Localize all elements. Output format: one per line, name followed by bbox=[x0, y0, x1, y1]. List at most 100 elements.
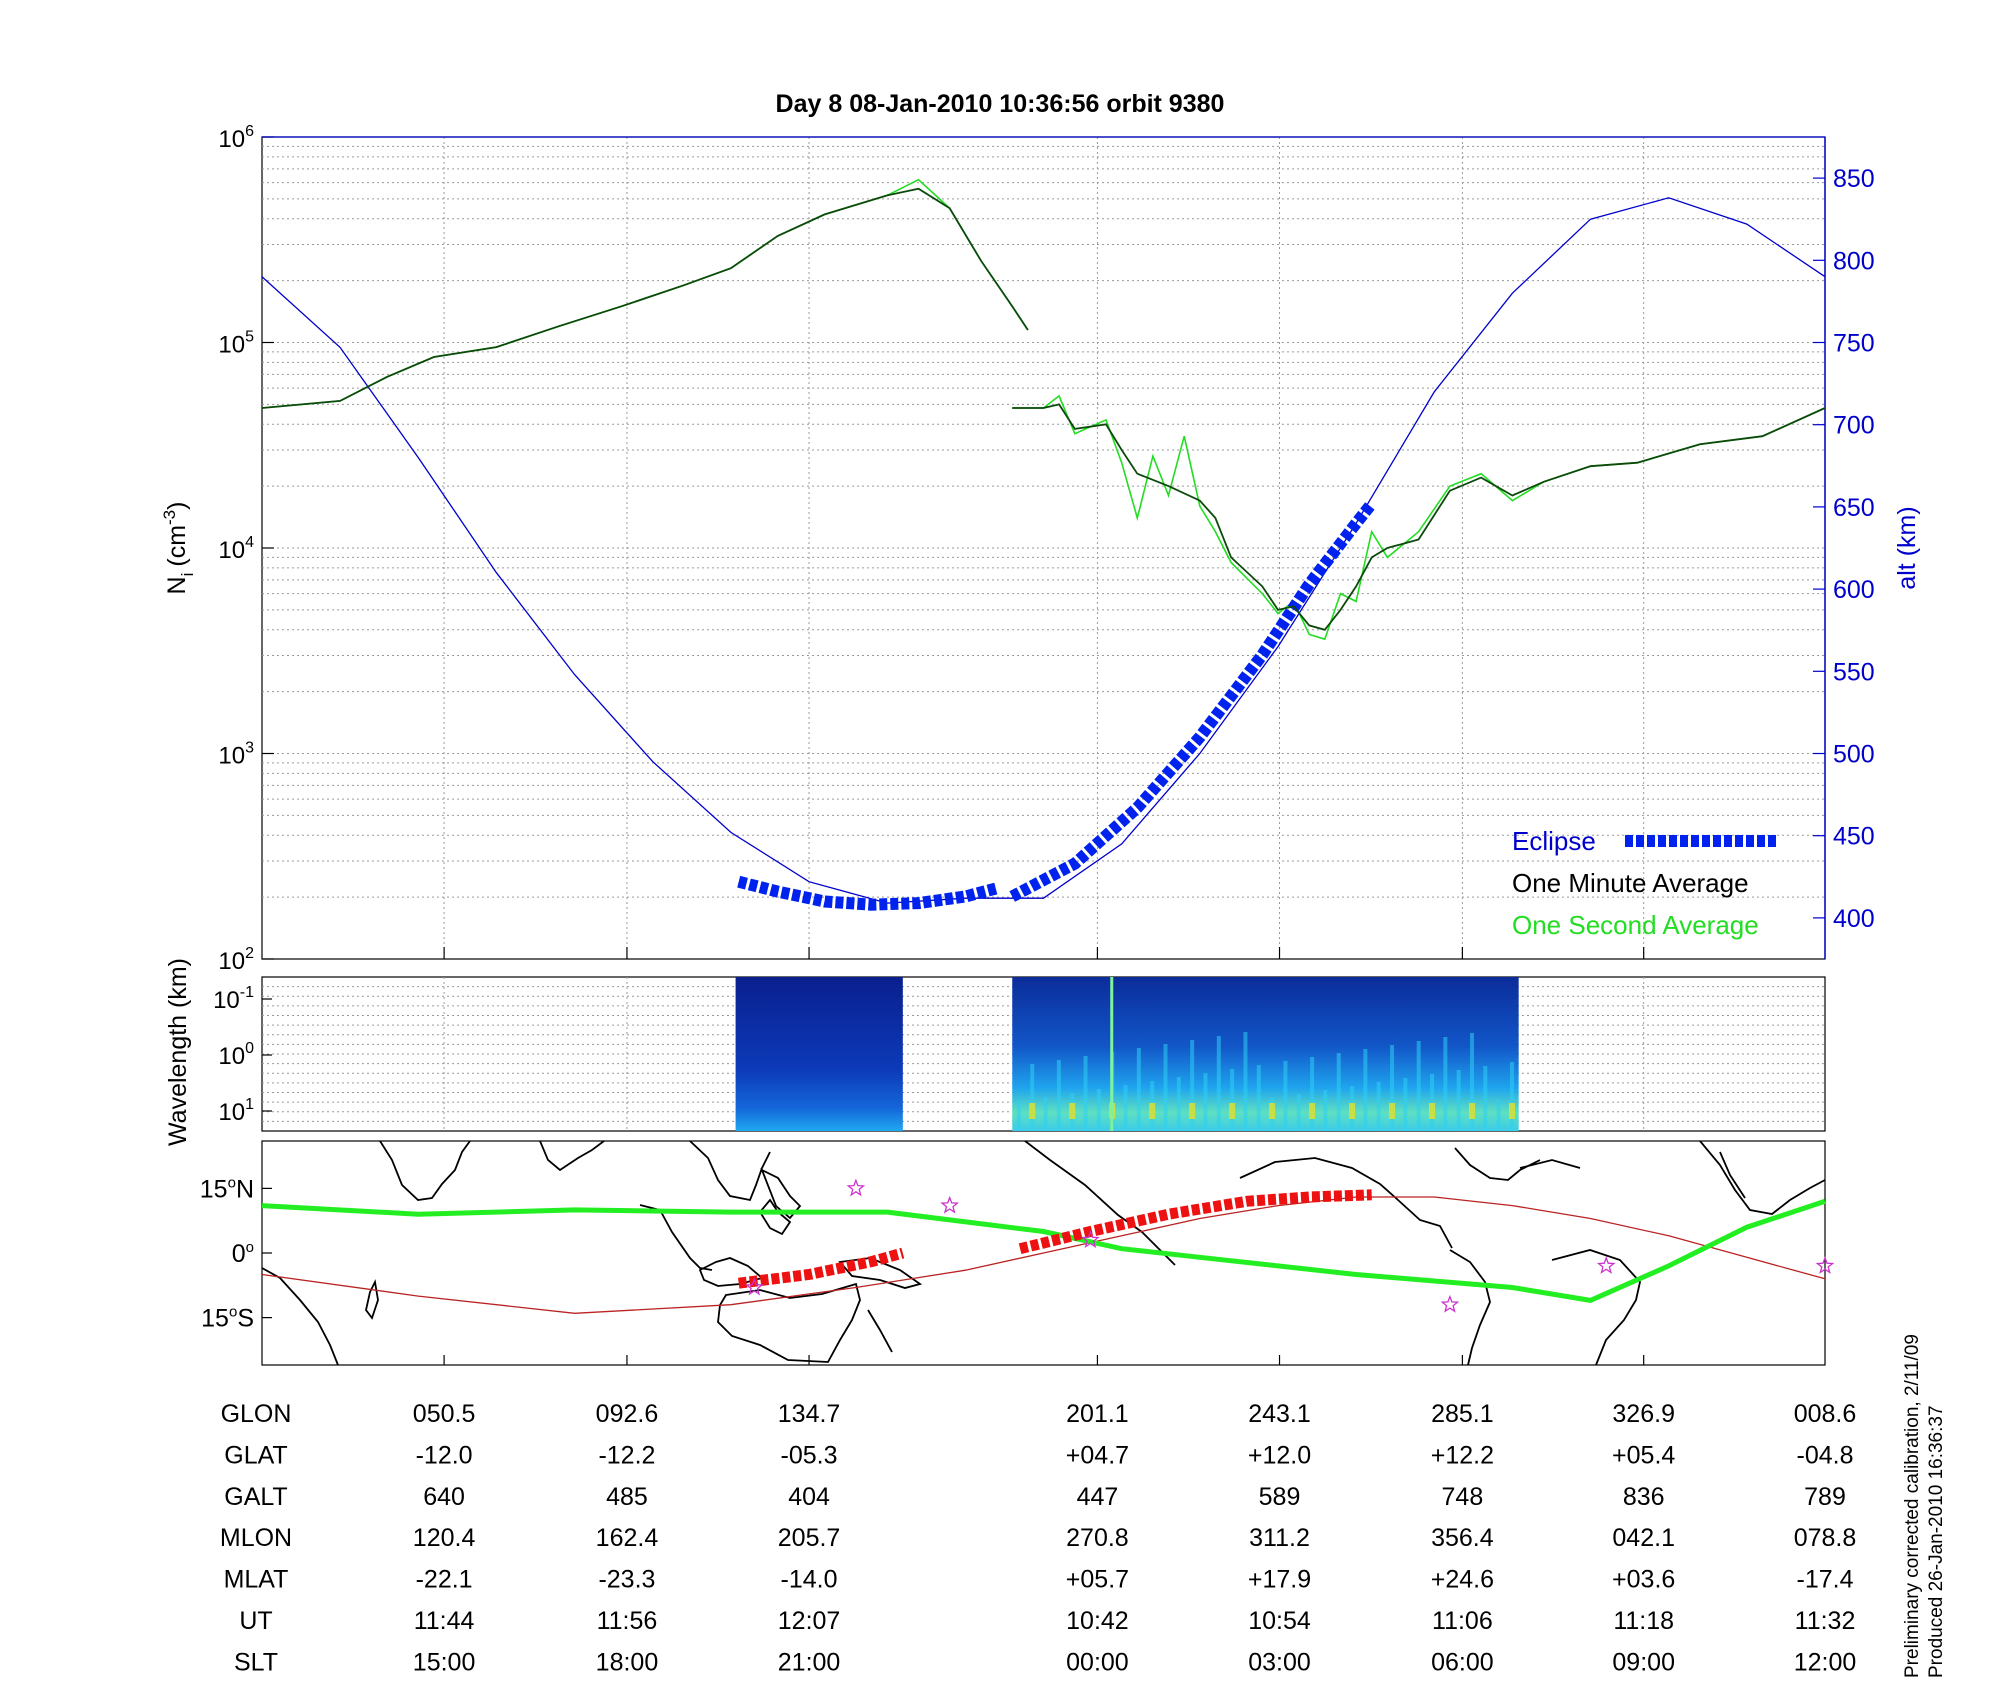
table-cell: +12.2 bbox=[1431, 1441, 1494, 1469]
table-cell: 447 bbox=[1077, 1483, 1119, 1511]
spectrogram-y-tick-label-0-exp: -1 bbox=[240, 984, 254, 1001]
star-marker-5 bbox=[1596, 1256, 1616, 1274]
altitude-y-axis-label: alt (km) bbox=[1893, 506, 1921, 589]
table-row-label-glat: GLAT bbox=[224, 1441, 287, 1469]
one-minute-line-1 bbox=[1012, 403, 1825, 631]
table-cell: 243.1 bbox=[1248, 1400, 1311, 1428]
legend-entry-one-minute: One Minute Average bbox=[1512, 868, 1749, 898]
table-cell: +12.0 bbox=[1248, 1441, 1311, 1469]
spectrogram-y-tick-label-1-exp: 0 bbox=[245, 1040, 254, 1057]
spectrogram-y-tick-label-2: 101 bbox=[218, 1096, 254, 1126]
spectrogram-streak bbox=[1176, 1077, 1181, 1131]
table-cell: +04.7 bbox=[1066, 1441, 1129, 1469]
legend-entry-eclipse: Eclipse bbox=[1512, 826, 1596, 856]
spectrogram-hot bbox=[1508, 1103, 1515, 1119]
table-cell: 21:00 bbox=[778, 1648, 841, 1676]
table-cell: 092.6 bbox=[596, 1400, 659, 1428]
spectrogram-streak bbox=[1136, 1048, 1141, 1131]
spectrogram-block-1 bbox=[1012, 977, 1519, 1131]
table-row-label-mlon: MLON bbox=[220, 1524, 292, 1552]
table-cell: 201.1 bbox=[1066, 1400, 1129, 1428]
density-y-label-exponent: -3 bbox=[160, 510, 179, 525]
spectrogram-hot bbox=[1309, 1103, 1316, 1119]
table-cell: 162.4 bbox=[596, 1524, 659, 1552]
table-cell: 356.4 bbox=[1431, 1524, 1494, 1552]
table-cell: 748 bbox=[1442, 1483, 1484, 1511]
spectrogram-hot bbox=[1429, 1103, 1436, 1119]
table-cell: 10:42 bbox=[1066, 1607, 1129, 1635]
table-cell: +24.6 bbox=[1431, 1566, 1494, 1594]
map-y-tick-unit: S bbox=[237, 1305, 254, 1333]
spectrogram-streak bbox=[1456, 1070, 1461, 1131]
density-series bbox=[262, 178, 1825, 911]
eclipse-track-segment-0 bbox=[738, 1247, 905, 1289]
spectrogram-y-tick-label-2-exp: 1 bbox=[245, 1096, 254, 1113]
map-y-tick-value: 15 bbox=[201, 1305, 229, 1333]
map-y-tick-value: 15 bbox=[200, 1175, 228, 1203]
spectrogram-streak bbox=[1216, 1036, 1221, 1131]
density-y-tick-label-1-exp: 3 bbox=[245, 740, 254, 757]
density-y-tick-label-3: 105 bbox=[218, 329, 254, 359]
spectrogram-hot bbox=[1069, 1103, 1076, 1119]
spectrogram-streak bbox=[1030, 1064, 1035, 1131]
table-cell: -14.0 bbox=[781, 1566, 838, 1594]
density-y-label-close: ) bbox=[163, 502, 191, 510]
density-y-tick-label-2-base: 10 bbox=[218, 537, 245, 564]
altitude-y-tick-label-9: 850 bbox=[1833, 165, 1875, 193]
map-y-tick-degree: o bbox=[229, 1304, 237, 1321]
altitude-y-tick-label-0: 400 bbox=[1833, 905, 1875, 933]
spectrogram-streak bbox=[1416, 1041, 1421, 1131]
spectrogram-streak bbox=[1283, 1061, 1288, 1131]
spectrogram-y-tick-label-1-base: 10 bbox=[218, 1043, 245, 1070]
x-ticks bbox=[443, 947, 1645, 1365]
table-cell: -05.3 bbox=[781, 1441, 838, 1469]
table-cell: 10:54 bbox=[1248, 1607, 1311, 1635]
spectrogram-streak bbox=[1496, 1099, 1501, 1131]
spectrogram-streak bbox=[1043, 1097, 1048, 1131]
density-y-tick-label-1-base: 10 bbox=[218, 743, 245, 770]
table-cell: 15:00 bbox=[413, 1648, 476, 1676]
spectrogram-y-tick-label-2-base: 10 bbox=[218, 1099, 245, 1126]
spectrogram-streak bbox=[1509, 1062, 1514, 1131]
table-cell: 050.5 bbox=[413, 1400, 476, 1428]
map-y-tick-degree: o bbox=[228, 1174, 236, 1191]
spectrogram-streak bbox=[1056, 1060, 1061, 1131]
footnote-produced: Produced 26-Jan-2010 16:36:37 bbox=[1926, 1405, 1947, 1678]
table-cell: +05.4 bbox=[1612, 1441, 1675, 1469]
spectrogram-hot bbox=[1469, 1103, 1476, 1119]
table-cell: 285.1 bbox=[1431, 1400, 1494, 1428]
spectrogram-streak bbox=[1230, 1069, 1235, 1131]
star-marker-6 bbox=[1815, 1256, 1835, 1274]
spectrogram-hot bbox=[1189, 1103, 1196, 1119]
table-cell: 008.6 bbox=[1794, 1400, 1857, 1428]
map-y-tick-label-2: 15oS bbox=[201, 1304, 254, 1333]
altitude-y-tick-label-1: 450 bbox=[1833, 823, 1875, 851]
altitude-y-ticks: 400 450 500 550 600 650 700 750 800 850 bbox=[262, 136, 1875, 959]
map-y-tick-value: 0 bbox=[232, 1240, 246, 1268]
altitude-y-tick-label-5: 650 bbox=[1833, 494, 1875, 522]
table-row-label-slt: SLT bbox=[234, 1648, 278, 1676]
table-cell: 042.1 bbox=[1612, 1524, 1675, 1552]
density-y-tick-label-4-base: 10 bbox=[218, 126, 245, 153]
density-y-tick-label-4: 106 bbox=[218, 123, 254, 153]
magnetic-equator-line bbox=[261, 1196, 1826, 1314]
table-cell: 11:32 bbox=[1795, 1607, 1856, 1635]
spectrogram-streak bbox=[1163, 1044, 1168, 1131]
table-cell: -12.2 bbox=[598, 1441, 655, 1469]
spectrogram-streak bbox=[1390, 1045, 1395, 1131]
spectrogram-streak bbox=[1443, 1037, 1448, 1131]
spectrogram-streak bbox=[1430, 1074, 1435, 1131]
table-cell: 326.9 bbox=[1612, 1400, 1675, 1428]
table-row-label-ut: UT bbox=[239, 1607, 272, 1635]
table-cell: 134.7 bbox=[778, 1400, 841, 1428]
spectrogram-streak bbox=[1243, 1032, 1248, 1131]
spectrogram-streak bbox=[1096, 1089, 1101, 1131]
table-cell: 12:00 bbox=[1794, 1648, 1857, 1676]
density-y-label-symbol: N bbox=[163, 576, 191, 594]
star-marker-4 bbox=[1440, 1294, 1460, 1313]
